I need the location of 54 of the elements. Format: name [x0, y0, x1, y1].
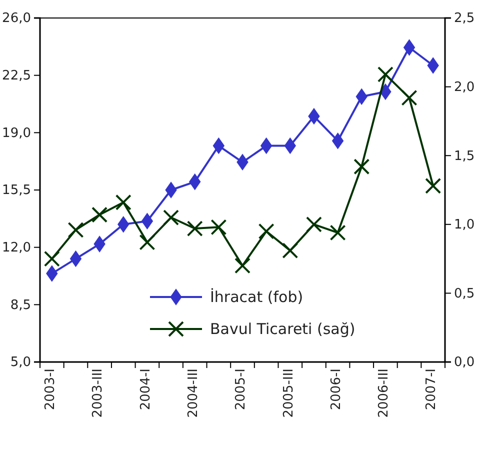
point — [94, 236, 106, 252]
point — [282, 242, 298, 259]
point — [118, 216, 130, 233]
point — [139, 234, 156, 250]
x-tick-label: 2003-I — [43, 368, 58, 410]
x-tick-label: 2004-I — [138, 368, 154, 410]
point — [403, 39, 416, 56]
point — [258, 223, 274, 240]
point — [115, 194, 132, 210]
point — [427, 57, 439, 74]
point — [188, 173, 201, 190]
y2-tick-label: 2,0 — [454, 80, 475, 95]
y-tick-label: 19,0 — [2, 126, 31, 141]
point — [92, 206, 108, 223]
x-tick-label: 2006-I — [328, 368, 344, 410]
x-tick-label: 2003-III — [90, 368, 106, 418]
x-tick-label: 2004-III — [186, 368, 201, 418]
point — [163, 210, 180, 226]
point — [186, 220, 203, 237]
y2-tick-label: 2,5 — [454, 11, 475, 26]
y2-tick-label: 0,0 — [454, 355, 475, 370]
point — [68, 222, 84, 238]
point — [165, 182, 177, 198]
point — [44, 250, 60, 267]
point — [377, 66, 394, 82]
point — [332, 132, 344, 150]
point — [210, 219, 227, 236]
point — [306, 216, 322, 232]
x-tick-label: 2005-III — [281, 368, 296, 418]
y-tick-label: 12,0 — [2, 240, 31, 256]
y-tick-label: 15,5 — [2, 183, 31, 198]
point — [212, 137, 225, 154]
y-tick-label: 22,5 — [2, 68, 31, 84]
point — [330, 224, 346, 241]
y2-tick-label: 1,0 — [454, 218, 475, 233]
legend-label: İhracat (fob) — [210, 288, 304, 306]
point — [46, 265, 58, 282]
y2-tick-label: 1,5 — [454, 148, 475, 164]
y2-tick-label: 0,5 — [454, 286, 475, 302]
x-tick-label: 2006-III — [376, 368, 392, 418]
legend-label: Bavul Ticareti (sağ) — [210, 320, 356, 338]
point — [425, 178, 442, 194]
point — [284, 137, 296, 154]
x-tick-label: 2005-I — [234, 368, 249, 410]
y-tick-label: 5,0 — [10, 355, 31, 370]
point — [234, 258, 250, 274]
point — [260, 137, 272, 154]
point — [401, 90, 418, 106]
y-tick-label: 26,0 — [2, 11, 31, 26]
point — [141, 212, 154, 230]
point — [70, 250, 82, 268]
x-tick-label: 2007-I — [424, 368, 440, 410]
point — [354, 158, 370, 175]
y-tick-label: 8,5 — [10, 298, 31, 313]
